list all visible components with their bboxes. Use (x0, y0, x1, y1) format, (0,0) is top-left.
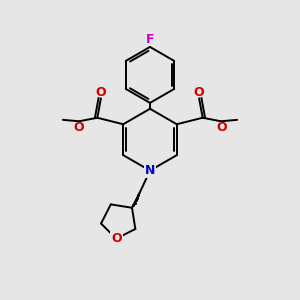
Text: O: O (216, 121, 226, 134)
Text: F: F (146, 33, 154, 46)
Text: O: O (194, 86, 205, 99)
Text: O: O (74, 121, 84, 134)
Text: O: O (95, 86, 106, 99)
Text: N: N (145, 164, 155, 177)
Text: O: O (111, 232, 122, 245)
